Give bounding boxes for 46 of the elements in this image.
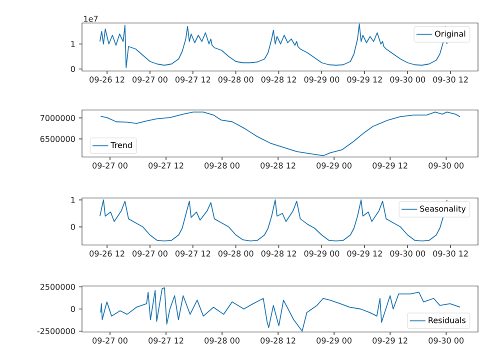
x-tick-label: 09-27 12 [175, 250, 210, 257]
y-tick-label: 0 [70, 66, 75, 72]
x-tick-label: 09-26 12 [90, 76, 124, 83]
x-tick-label: 09-28 12 [261, 250, 296, 257]
x-tick-label: 09-30 00 [390, 76, 426, 83]
x-tick-label: 09-27 12 [148, 162, 184, 169]
legend-label: Seasonality [420, 206, 466, 214]
legend-label: Residuals [428, 317, 466, 324]
y-tick-label: 1 [71, 41, 75, 47]
y-tick-label: 0 [70, 306, 75, 312]
x-tick-label: 09-28 00 [218, 250, 254, 257]
y-tick-label: -2500000 [37, 328, 75, 334]
x-tick-label: 09-28 00 [218, 76, 254, 83]
x-tick-label: 09-30 12 [433, 250, 468, 257]
x-tick-label: 09-30 00 [390, 250, 426, 257]
x-tick-label: 09-30 12 [433, 76, 468, 83]
x-tick-label: 09-27 00 [132, 250, 168, 257]
x-tick-label: 09-30 00 [428, 162, 464, 169]
x-tick-label: 09-29 12 [372, 162, 408, 169]
y-tick-label: 6500000 [40, 136, 75, 142]
y-tick-label: 1 [71, 196, 75, 203]
x-tick-label: 09-29 00 [316, 338, 352, 344]
x-tick-label: 09-30 00 [428, 338, 464, 344]
x-tick-label: 09-26 12 [90, 250, 124, 257]
legend-label: Trend [110, 142, 132, 148]
text: 1e7 [84, 16, 98, 22]
x-tick-label: 09-27 00 [92, 162, 128, 169]
x-tick-label: 09-29 12 [372, 338, 408, 344]
x-tick-label: 09-28 00 [204, 338, 240, 344]
x-tick-label: 09-28 00 [204, 162, 240, 169]
x-tick-label: 09-28 12 [260, 338, 296, 344]
y-tick-label: 2500000 [40, 284, 75, 290]
x-tick-label: 09-29 00 [304, 250, 340, 257]
x-tick-label: 09-27 12 [148, 338, 184, 344]
x-tick-label: 09-27 00 [132, 76, 168, 83]
x-tick-label: 09-27 12 [175, 76, 210, 83]
x-tick-label: 09-28 12 [260, 162, 296, 169]
legend-label: Original [435, 30, 466, 38]
x-tick-label: 09-28 12 [261, 76, 296, 83]
y-tick-label: 0 [70, 224, 75, 230]
y-tick-label: 7000000 [40, 114, 75, 121]
x-tick-label: 09-29 12 [347, 76, 382, 83]
x-tick-label: 09-29 12 [347, 250, 382, 257]
x-tick-label: 09-29 00 [316, 162, 352, 169]
x-tick-label: 09-27 00 [92, 338, 128, 344]
x-tick-label: 09-29 00 [304, 76, 340, 83]
